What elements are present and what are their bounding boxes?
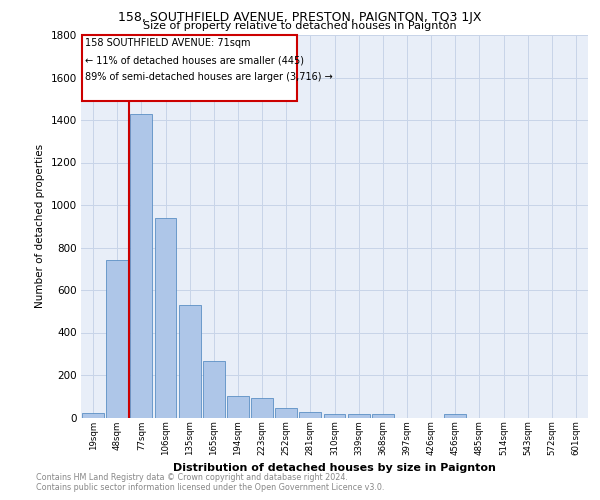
FancyBboxPatch shape bbox=[82, 35, 297, 101]
Bar bbox=[372, 414, 394, 418]
X-axis label: Distribution of detached houses by size in Paignton: Distribution of detached houses by size … bbox=[173, 464, 496, 473]
Bar bbox=[82, 413, 104, 418]
Text: Size of property relative to detached houses in Paignton: Size of property relative to detached ho… bbox=[143, 21, 457, 31]
Bar bbox=[323, 414, 346, 418]
Bar bbox=[445, 414, 466, 418]
Y-axis label: Number of detached properties: Number of detached properties bbox=[35, 144, 45, 308]
Text: Contains HM Land Registry data © Crown copyright and database right 2024.: Contains HM Land Registry data © Crown c… bbox=[36, 472, 348, 482]
Bar bbox=[348, 414, 370, 418]
Bar bbox=[179, 305, 200, 418]
Text: 158, SOUTHFIELD AVENUE, PRESTON, PAIGNTON, TQ3 1JX: 158, SOUTHFIELD AVENUE, PRESTON, PAIGNTO… bbox=[118, 11, 482, 24]
Bar bbox=[227, 396, 249, 417]
Text: 89% of semi-detached houses are larger (3,716) →: 89% of semi-detached houses are larger (… bbox=[85, 72, 333, 82]
Bar bbox=[251, 398, 273, 417]
Bar bbox=[106, 260, 128, 418]
Bar bbox=[299, 412, 321, 418]
Bar bbox=[155, 218, 176, 418]
Text: Contains public sector information licensed under the Open Government Licence v3: Contains public sector information licen… bbox=[36, 482, 385, 492]
Bar bbox=[203, 361, 224, 418]
Text: ← 11% of detached houses are smaller (445): ← 11% of detached houses are smaller (44… bbox=[85, 55, 304, 65]
Bar bbox=[275, 408, 297, 418]
Text: 158 SOUTHFIELD AVENUE: 71sqm: 158 SOUTHFIELD AVENUE: 71sqm bbox=[85, 38, 251, 48]
Bar bbox=[130, 114, 152, 418]
